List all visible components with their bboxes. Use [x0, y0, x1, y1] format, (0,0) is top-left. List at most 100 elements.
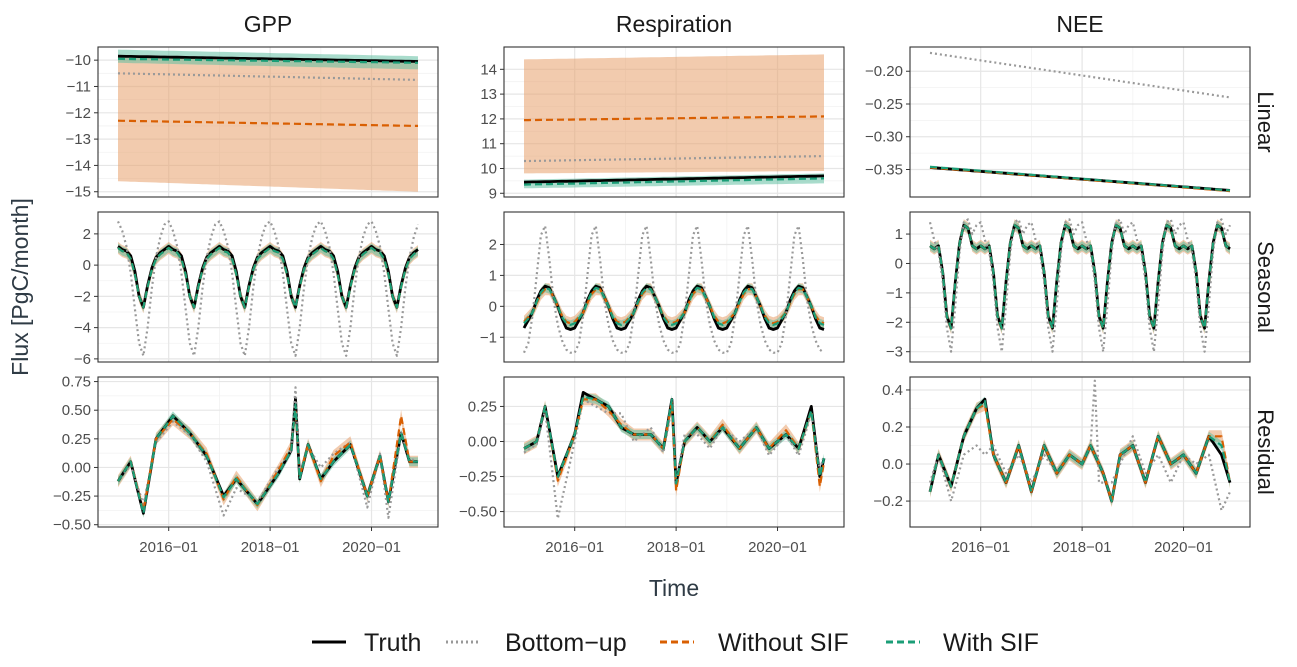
series-line-bottom-up	[523, 398, 826, 520]
y-tick-label: −0.50	[53, 517, 91, 534]
series-line-bottom-up	[929, 51, 1231, 99]
y-tick-label: 2	[489, 236, 497, 253]
legend-label-truth: Truth	[364, 629, 421, 657]
series-line-with-sif	[117, 57, 419, 64]
panel-border	[909, 46, 1251, 198]
panel-border	[503, 211, 845, 363]
y-tick-label: 11	[481, 136, 497, 153]
y-tick-label: 9	[489, 185, 497, 202]
panel-nee-seasonal: 1 0 −1 −2 −3	[886, 211, 1251, 363]
series-line-without-sif	[929, 224, 1231, 330]
band-without-sif	[118, 57, 418, 192]
series-line-bottom-up	[928, 379, 1232, 512]
series-line-without-sif	[117, 119, 418, 128]
series-line-bottom-up	[117, 386, 419, 519]
y-tick-label: 1	[895, 226, 903, 243]
x-tick-label: 2018−01	[647, 539, 706, 556]
y-tick-label: 0.25	[468, 398, 497, 415]
panel-gpp-linear: −10 −11 −12 −13 −14 −15	[66, 46, 439, 201]
legend-label-bottom-up: Bottom−up	[505, 629, 627, 657]
y-tick-label: −0.20	[865, 63, 903, 80]
row-title-residual: Residual	[1253, 409, 1278, 495]
row-title-seasonal: Seasonal	[1253, 241, 1278, 333]
y-tick-label: 0.50	[62, 402, 91, 419]
y-tick-label: 1	[489, 267, 497, 284]
series-line-with-sif	[928, 400, 1232, 503]
series-line-truth	[928, 397, 1232, 503]
y-tick-label: −6	[74, 351, 91, 368]
y-tick-label: −1	[886, 285, 903, 302]
y-tick-label: 0.00	[62, 459, 91, 476]
series-line-bottom-up	[117, 72, 419, 81]
y-tick-label: −11	[67, 78, 91, 95]
series-line-bottom-up	[928, 218, 1231, 353]
panel-border	[503, 376, 845, 528]
y-tick-label: 0	[489, 298, 497, 315]
panel-border	[909, 211, 1251, 363]
series-line-truth	[522, 284, 825, 331]
x-tick-label: 2020−01	[342, 539, 401, 556]
y-tick-label: −0.35	[865, 161, 903, 178]
y-tick-label: −0.2	[873, 493, 903, 510]
band-without-sif	[524, 54, 824, 174]
column-title-gpp: GPP	[244, 11, 293, 37]
y-tick-label: −13	[66, 131, 91, 148]
series-line-truth	[117, 54, 419, 63]
y-tick-label: 14	[480, 61, 497, 78]
y-tick-label: −3	[886, 344, 903, 361]
x-tick-label: 2016−01	[545, 539, 604, 556]
row-title-linear: Linear	[1253, 91, 1278, 152]
band-with-sif	[930, 220, 1230, 333]
legend: Truth Bottom−up Without SIF With SIF	[312, 629, 1039, 657]
series-line-truth	[117, 244, 419, 309]
x-axis-title: Time	[649, 575, 699, 601]
y-tick-label: 2	[83, 226, 91, 243]
y-tick-label: 10	[480, 160, 497, 177]
y-tick-label: −15	[66, 184, 91, 201]
series-line-with-sif	[929, 224, 1231, 330]
y-tick-label: 0.2	[882, 419, 903, 436]
band-without-sif	[930, 219, 1230, 335]
series-line-truth	[523, 174, 825, 184]
x-tick-label: 2020−01	[1154, 539, 1213, 556]
y-tick-label: 0.0	[882, 456, 903, 473]
y-tick-label: 0.4	[882, 382, 903, 399]
series-line-bottom-up	[116, 220, 420, 357]
y-tick-label: 12	[480, 111, 497, 128]
panel-gpp-residual: 0.75 0.50 0.25 0.00 −0.25 −0.50 2016−01 2018−01…	[53, 374, 439, 556]
y-tick-label: −0.25	[53, 488, 91, 505]
x-tick-label: 2018−01	[1053, 539, 1112, 556]
legend-label-without-sif: Without SIF	[718, 629, 849, 657]
y-tick-label: −2	[74, 288, 91, 305]
y-tick-label: 0.75	[62, 374, 91, 391]
y-tick-label: −0.25	[459, 469, 497, 486]
panel-nee-residual: 0.4 0.2 0.0 −0.2 2016−01 2018−01 2020−01	[873, 376, 1251, 556]
y-tick-label: 0	[895, 255, 903, 272]
series-line-without-sif	[523, 288, 825, 325]
panel-respiration-seasonal: 2 1 0 −1	[480, 211, 845, 363]
band-without-sif	[118, 404, 418, 517]
y-tick-label: −0.50	[459, 504, 497, 521]
series-line-truth	[929, 223, 1231, 330]
series-line-with-sif	[523, 177, 825, 186]
x-tick-label: 2016−01	[951, 539, 1010, 556]
x-tick-label: 2020−01	[748, 539, 807, 556]
series-line-with-sif	[117, 403, 418, 515]
panel-border	[97, 46, 439, 198]
panel-border	[97, 211, 439, 363]
series-line-without-sif	[524, 115, 825, 122]
series-line-bottom-up	[522, 224, 825, 354]
y-tick-label: 0.00	[468, 433, 497, 450]
y-tick-label: −0.30	[865, 129, 903, 146]
series-line-with-sif	[929, 165, 1231, 192]
column-title-respiration: Respiration	[616, 11, 732, 37]
panel-border	[97, 376, 439, 528]
y-tick-label: −10	[66, 52, 91, 69]
band-without-sif	[524, 283, 824, 330]
column-title-nee: NEE	[1056, 11, 1103, 37]
y-tick-label: 0	[83, 257, 91, 274]
y-tick-label: 0.25	[62, 431, 91, 448]
y-tick-label: −12	[66, 105, 91, 122]
